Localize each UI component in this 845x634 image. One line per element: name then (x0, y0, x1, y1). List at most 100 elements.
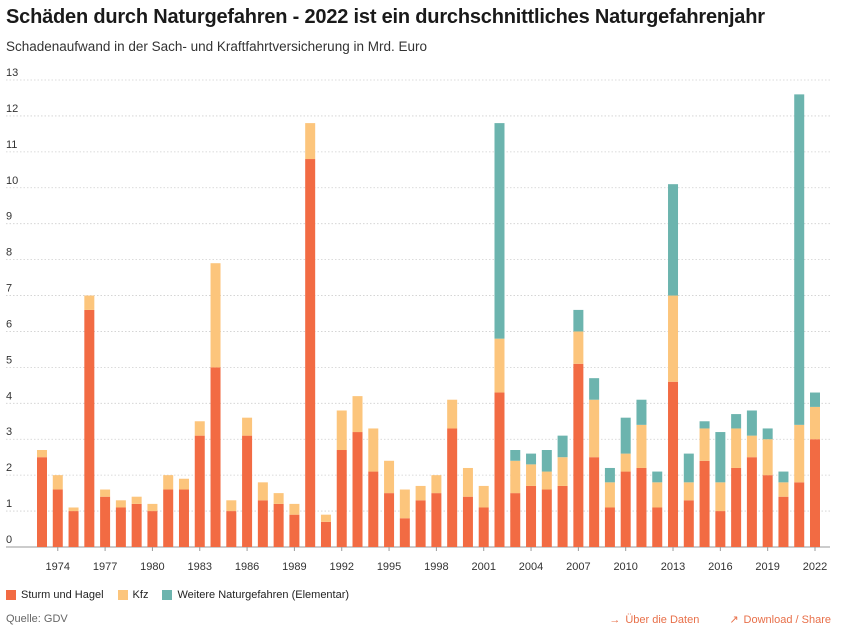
bar-stack-1978[interactable] (115, 500, 126, 547)
bar-stack-2009[interactable] (604, 467, 615, 547)
bar-segment-elementar-2005[interactable] (541, 450, 552, 472)
bar-stack-1977[interactable] (100, 489, 111, 547)
bar-segment-sturm-hagel-2005[interactable] (541, 489, 552, 547)
bar-stack-1984[interactable] (210, 263, 221, 547)
bar-stack-2021[interactable] (794, 94, 805, 547)
bar-segment-kfz-2010[interactable] (620, 453, 631, 472)
bar-segment-sturm-hagel-2017[interactable] (731, 467, 742, 547)
bar-segment-sturm-hagel-1980[interactable] (147, 511, 158, 547)
bar-stack-2014[interactable] (683, 453, 694, 547)
bar-stack-2016[interactable] (715, 432, 726, 547)
bar-segment-kfz-2014[interactable] (683, 482, 694, 501)
bar-segment-elementar-2002[interactable] (494, 123, 505, 339)
bar-stack-2022[interactable] (810, 392, 820, 547)
bar-segment-kfz-2018[interactable] (746, 435, 757, 458)
bar-segment-sturm-hagel-1978[interactable] (115, 507, 126, 547)
bar-stack-2015[interactable] (699, 421, 710, 547)
bar-segment-sturm-hagel-1988[interactable] (273, 503, 284, 547)
bar-stack-1996[interactable] (399, 489, 410, 547)
bar-segment-sturm-hagel-2008[interactable] (589, 457, 600, 547)
bar-segment-sturm-hagel-1992[interactable] (336, 450, 347, 547)
bar-segment-elementar-2017[interactable] (731, 414, 742, 429)
bar-segment-sturm-hagel-2016[interactable] (715, 511, 726, 547)
bar-stack-1994[interactable] (368, 428, 379, 547)
bar-segment-elementar-2015[interactable] (699, 421, 710, 429)
legend-item-elementar[interactable]: Weitere Naturgefahren (Elementar) (162, 589, 349, 601)
bar-stack-1981[interactable] (163, 475, 174, 547)
download-share-link[interactable]: ↗ Download / Share (729, 613, 831, 627)
bar-segment-kfz-2001[interactable] (478, 485, 489, 508)
bar-stack-1997[interactable] (415, 485, 426, 547)
bar-segment-kfz-2007[interactable] (573, 331, 584, 364)
bar-segment-sturm-hagel-2001[interactable] (478, 507, 489, 547)
bar-segment-kfz-1978[interactable] (115, 500, 126, 508)
bar-segment-kfz-1979[interactable] (131, 496, 142, 504)
bar-segment-kfz-2016[interactable] (715, 482, 726, 512)
bar-stack-2002[interactable] (494, 123, 505, 547)
bar-segment-elementar-2019[interactable] (762, 428, 773, 440)
bar-segment-kfz-1989[interactable] (289, 503, 300, 515)
bar-segment-kfz-1986[interactable] (242, 417, 253, 436)
bar-segment-sturm-hagel-2012[interactable] (652, 507, 663, 547)
bar-stack-2011[interactable] (636, 399, 647, 547)
bar-segment-sturm-hagel-2002[interactable] (494, 392, 505, 547)
bar-stack-1999[interactable] (447, 399, 458, 547)
bar-segment-kfz-1980[interactable] (147, 503, 158, 512)
bar-stack-2005[interactable] (541, 450, 552, 547)
bar-segment-kfz-2013[interactable] (668, 295, 679, 382)
bar-segment-kfz-1985[interactable] (226, 500, 237, 512)
bar-segment-elementar-2008[interactable] (589, 378, 600, 400)
bar-stack-2006[interactable] (557, 435, 568, 547)
bar-segment-sturm-hagel-1979[interactable] (131, 503, 142, 547)
bar-segment-kfz-1977[interactable] (100, 489, 111, 497)
bar-segment-elementar-2016[interactable] (715, 432, 726, 483)
bar-segment-kfz-1981[interactable] (163, 475, 174, 490)
bar-stack-1976[interactable] (84, 295, 95, 547)
bar-stack-2019[interactable] (762, 428, 773, 547)
bar-segment-sturm-hagel-1985[interactable] (226, 511, 237, 547)
bar-stack-1992[interactable] (336, 410, 347, 547)
bar-segment-kfz-1983[interactable] (194, 421, 205, 436)
bar-segment-kfz-1997[interactable] (415, 485, 426, 501)
bar-segment-kfz-1987[interactable] (257, 482, 268, 501)
bar-segment-kfz-1990[interactable] (305, 123, 316, 160)
bar-segment-kfz-2021[interactable] (794, 424, 805, 483)
bar-segment-sturm-hagel-1982[interactable] (178, 489, 189, 547)
bar-segment-kfz-1994[interactable] (368, 428, 379, 472)
bar-stack-2003[interactable] (510, 450, 521, 547)
bar-segment-elementar-2009[interactable] (604, 467, 615, 483)
bar-segment-kfz-2017[interactable] (731, 428, 742, 468)
bar-segment-kfz-1975[interactable] (68, 507, 79, 512)
bar-segment-kfz-2020[interactable] (778, 482, 789, 497)
bar-stack-1989[interactable] (289, 503, 300, 547)
bar-segment-kfz-2002[interactable] (494, 338, 505, 393)
bar-stack-2018[interactable] (746, 410, 757, 547)
bar-segment-kfz-1995[interactable] (384, 460, 395, 494)
bar-stack-2000[interactable] (462, 467, 473, 547)
bar-segment-kfz-1988[interactable] (273, 493, 284, 504)
bar-segment-sturm-hagel-2018[interactable] (746, 457, 757, 547)
bar-stack-1987[interactable] (257, 482, 268, 547)
bar-segment-sturm-hagel-1997[interactable] (415, 500, 426, 547)
bar-stack-1993[interactable] (352, 396, 363, 547)
bar-segment-sturm-hagel-2021[interactable] (794, 482, 805, 547)
bar-stack-1983[interactable] (194, 421, 205, 547)
bar-segment-sturm-hagel-1975[interactable] (68, 511, 79, 547)
bar-segment-kfz-1991[interactable] (320, 514, 331, 522)
bar-segment-kfz-1999[interactable] (447, 399, 458, 429)
bar-segment-elementar-2007[interactable] (573, 309, 584, 332)
bar-segment-sturm-hagel-2013[interactable] (668, 381, 679, 547)
bar-segment-elementar-2018[interactable] (746, 410, 757, 436)
bar-segment-elementar-2012[interactable] (652, 471, 663, 483)
bar-segment-kfz-1992[interactable] (336, 410, 347, 451)
bar-segment-sturm-hagel-2003[interactable] (510, 493, 521, 547)
bar-segment-sturm-hagel-1984[interactable] (210, 367, 221, 547)
bar-segment-kfz-2000[interactable] (462, 467, 473, 497)
bar-stack-1974[interactable] (52, 475, 63, 547)
bar-segment-sturm-hagel-2009[interactable] (604, 507, 615, 547)
bar-segment-sturm-hagel-1974[interactable] (52, 489, 63, 547)
bar-segment-sturm-hagel-2019[interactable] (762, 475, 773, 547)
bar-stack-2010[interactable] (620, 417, 631, 547)
bar-segment-kfz-2011[interactable] (636, 424, 647, 468)
bar-stack-2012[interactable] (652, 471, 663, 547)
